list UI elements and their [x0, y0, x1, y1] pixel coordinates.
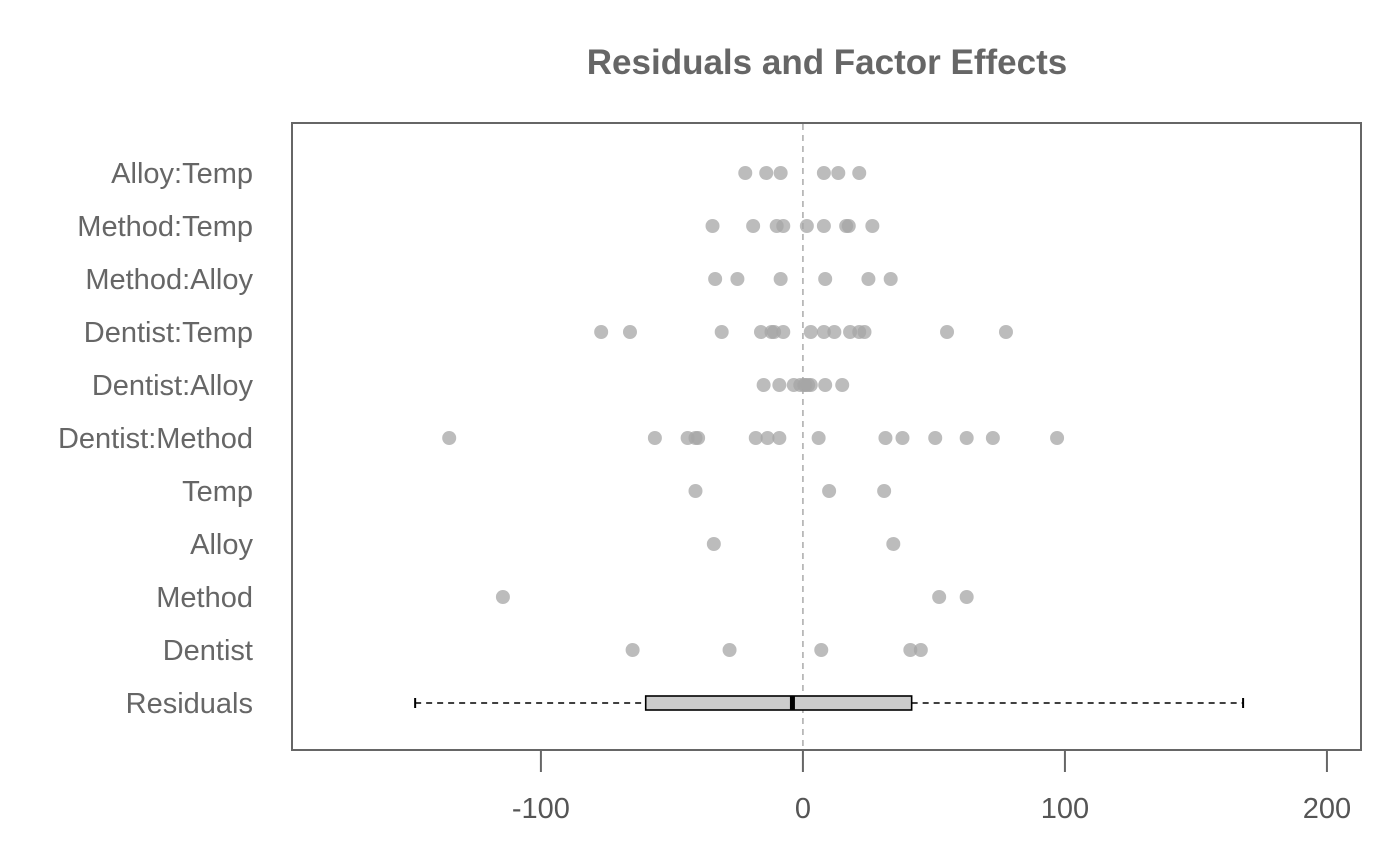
point-dentist-method-13 [985, 431, 1000, 445]
point-dentist-method-8 [811, 431, 826, 445]
category-label-dentist: Dentist [163, 635, 253, 667]
point-temp-1 [822, 484, 837, 498]
point-dentist-3 [903, 643, 918, 657]
point-method-alloy-5 [883, 272, 898, 286]
point-dentist-2 [814, 643, 829, 657]
category-label-alloy: Alloy [190, 529, 253, 561]
point-alloy-temp-5 [852, 166, 867, 180]
point-dentist-method-7 [772, 431, 787, 445]
point-method-temp-4 [799, 219, 814, 233]
point-dentist-temp-6 [776, 325, 791, 339]
category-label-method-alloy: Method:Alloy [85, 264, 253, 296]
point-dentist-temp-9 [827, 325, 842, 339]
point-dentist-alloy-8 [818, 378, 833, 392]
point-dentist-alloy-0 [756, 378, 771, 392]
point-dentist-temp-14 [998, 325, 1013, 339]
point-method-temp-7 [841, 219, 856, 233]
point-alloy-1 [886, 537, 901, 551]
point-dentist-method-0 [442, 431, 457, 445]
point-method-temp-0 [705, 219, 720, 233]
x-tick-label-1: 0 [795, 793, 811, 825]
point-dentist-method-4 [691, 431, 706, 445]
point-method-temp-5 [816, 219, 831, 233]
point-dentist-4 [913, 643, 928, 657]
point-dentist-alloy-1 [772, 378, 787, 392]
category-label-residuals: Residuals [126, 688, 253, 720]
point-method-alloy-0 [708, 272, 723, 286]
point-method-1 [932, 590, 947, 604]
point-dentist-temp-1 [622, 325, 637, 339]
point-alloy-temp-2 [773, 166, 788, 180]
category-label-dentist-method: Dentist:Method [58, 423, 253, 455]
point-method-alloy-1 [730, 272, 745, 286]
x-tick-label-0: -100 [512, 793, 570, 825]
x-tick-label-3: 200 [1303, 793, 1351, 825]
point-dentist-temp-13 [940, 325, 955, 339]
point-dentist-method-5 [748, 431, 763, 445]
category-label-temp: Temp [182, 476, 253, 508]
point-dentist-method-11 [928, 431, 943, 445]
point-dentist-temp-3 [753, 325, 768, 339]
category-label-method: Method [156, 582, 253, 614]
point-dentist-temp-12 [857, 325, 872, 339]
point-dentist-method-12 [959, 431, 974, 445]
point-dentist-temp-2 [714, 325, 729, 339]
point-alloy-temp-3 [816, 166, 831, 180]
point-dentist-1 [722, 643, 737, 657]
point-alloy-temp-1 [759, 166, 774, 180]
residuals-boxplot [414, 695, 1245, 711]
category-label-alloy-temp: Alloy:Temp [111, 158, 253, 190]
x-axis: -100 0 100 200 [512, 750, 1351, 825]
point-method-2 [959, 590, 974, 604]
point-alloy-temp-0 [738, 166, 753, 180]
point-method-0 [495, 590, 510, 604]
category-label-dentist-alloy: Dentist:Alloy [92, 370, 254, 402]
point-temp-2 [877, 484, 892, 498]
category-label-dentist-temp: Dentist:Temp [84, 317, 253, 349]
point-dentist-temp-0 [594, 325, 609, 339]
point-method-temp-8 [865, 219, 880, 233]
plot-frame [291, 122, 1362, 751]
point-dentist-temp-8 [816, 325, 831, 339]
point-dentist-method-14 [1050, 431, 1065, 445]
category-label-method-temp: Method:Temp [77, 211, 253, 243]
point-dentist-method-10 [895, 431, 910, 445]
point-dentist-method-9 [878, 431, 893, 445]
point-alloy-temp-4 [831, 166, 846, 180]
point-method-alloy-2 [773, 272, 788, 286]
point-dentist-0 [625, 643, 640, 657]
x-tick-label-2: 100 [1041, 793, 1089, 825]
point-dentist-alloy-7 [803, 378, 818, 392]
point-dentist-alloy-9 [835, 378, 850, 392]
point-temp-0 [688, 484, 703, 498]
point-dentist-method-6 [760, 431, 775, 445]
point-dentist-method-1 [647, 431, 662, 445]
point-dentist-temp-7 [803, 325, 818, 339]
chart-title: Residuals and Factor Effects [587, 43, 1067, 82]
point-method-temp-3 [776, 219, 791, 233]
point-method-alloy-3 [818, 272, 833, 286]
interquartile-box [644, 695, 913, 711]
category-labels: Alloy:Temp Method:Temp Method:Alloy Dentist… [58, 158, 254, 720]
data-points [442, 166, 1065, 657]
point-alloy-0 [706, 537, 721, 551]
point-method-alloy-4 [861, 272, 876, 286]
point-method-temp-1 [746, 219, 761, 233]
